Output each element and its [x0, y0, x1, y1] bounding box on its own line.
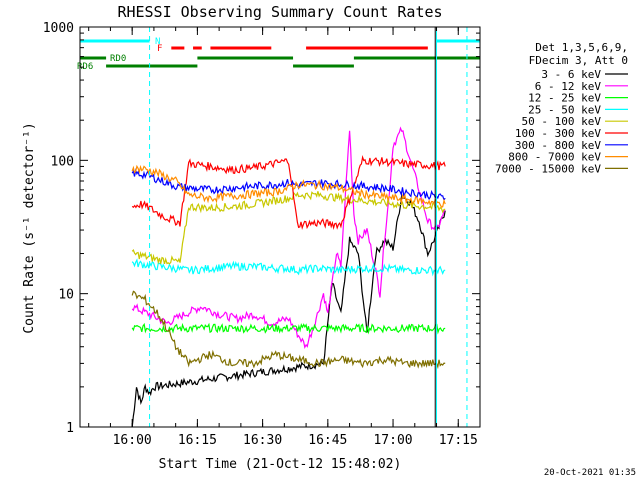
y-tick-label: 100	[51, 154, 74, 169]
series-group	[131, 126, 446, 428]
legend-label: 7000 - 15000 keV	[495, 162, 601, 175]
timestamp: 20-Oct-2021 01:35	[544, 468, 636, 478]
legend-header: FDecim 3, Att 0	[529, 54, 628, 67]
legend-label: 300 - 800 keV	[515, 139, 601, 152]
legend-label: 3 - 6 keV	[541, 68, 601, 81]
x-tick-label: 17:15	[439, 433, 478, 448]
x-tick-label: 16:00	[113, 433, 152, 448]
y-axis-label: Count Rate (s⁻¹ detector⁻¹)	[22, 122, 37, 333]
state-bar-label: RD0	[110, 54, 126, 64]
x-tick-label: 16:15	[178, 433, 217, 448]
chart-title: RHESSI Observing Summary Count Rates	[117, 3, 442, 21]
series-line	[131, 191, 446, 265]
legend: Det 1,3,5,6,9,FDecim 3, Att 03 - 6 keV6 …	[495, 41, 628, 175]
series-line	[131, 290, 446, 370]
axes: 1 10 100 1000 16:00 16:15 16:30 16:45 17:00 17:15	[43, 21, 481, 448]
x-tick-label: 16:30	[243, 433, 282, 448]
x-tick-label: 17:00	[373, 433, 412, 448]
x-axis-label: Start Time (21-Oct-12 15:48:02)	[159, 457, 402, 472]
state-bar-label: RD6	[77, 62, 93, 72]
series-line	[131, 258, 446, 277]
legend-label: 100 - 300 keV	[515, 127, 601, 140]
vertical-markers	[149, 27, 468, 427]
legend-label: 50 - 100 keV	[522, 115, 602, 128]
state-bars: NF RD0 RD6	[77, 37, 480, 72]
y-tick-label: 1000	[43, 21, 74, 36]
series-line	[131, 322, 446, 335]
series-line	[131, 126, 446, 350]
series-line	[131, 192, 446, 428]
state-bar-label: N	[155, 37, 160, 47]
legend-label: 800 - 7000 keV	[508, 151, 601, 164]
x-tick-label: 16:45	[308, 433, 347, 448]
legend-label: 12 - 25 keV	[528, 92, 601, 105]
legend-header: Det 1,3,5,6,9,	[535, 41, 628, 54]
series-line	[131, 164, 446, 208]
plot-frame	[79, 26, 481, 428]
state-bar-label: F	[157, 44, 162, 54]
y-tick-label: 1	[66, 421, 74, 436]
legend-label: 25 - 50 keV	[528, 103, 601, 116]
y-tick-label: 10	[58, 288, 74, 303]
legend-label: 6 - 12 keV	[535, 80, 602, 93]
